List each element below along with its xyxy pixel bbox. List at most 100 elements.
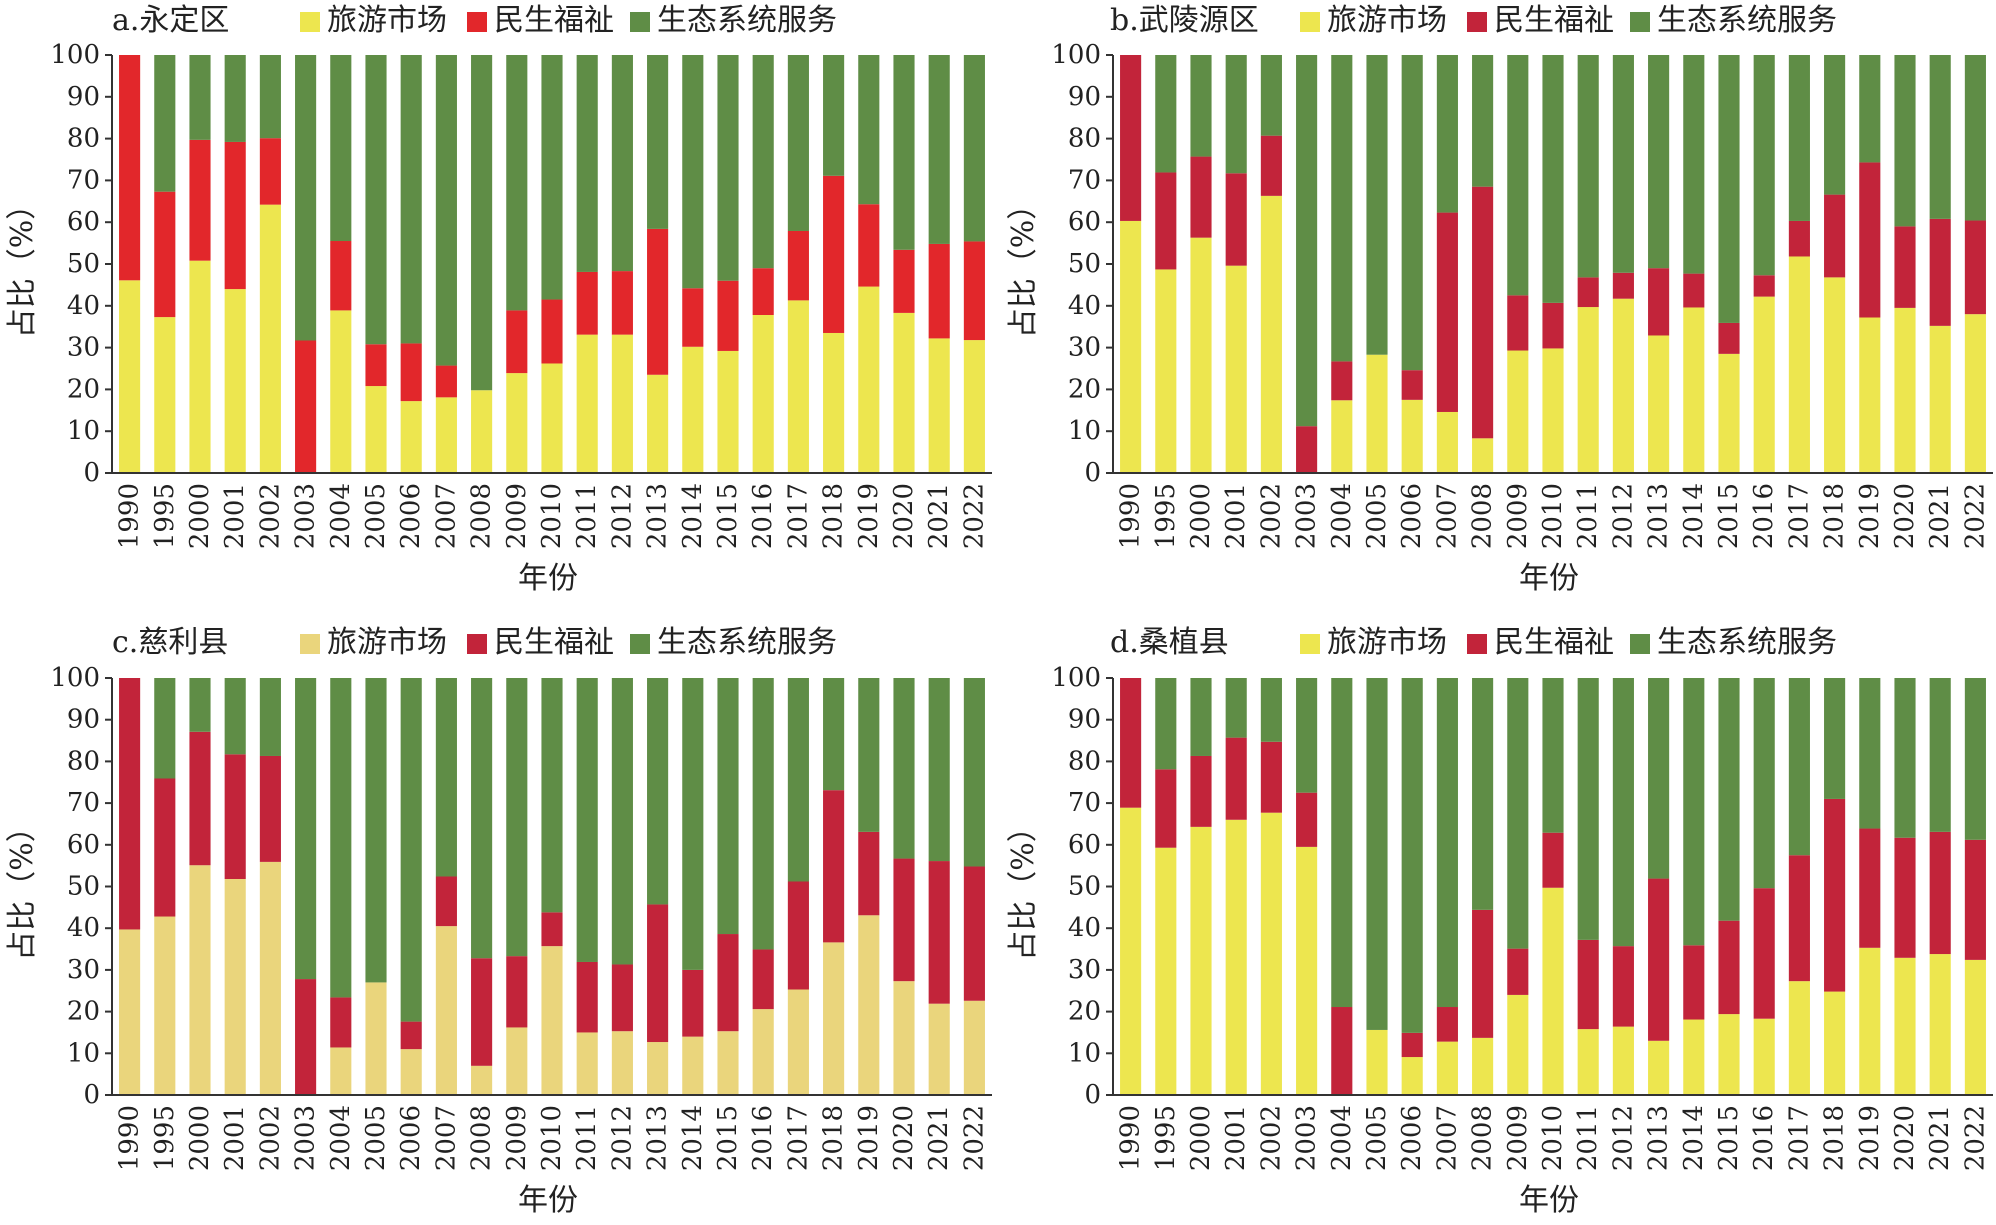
bar-segment [224,55,246,142]
x-tick-label: 2002 [1256,483,1286,549]
bar-segment [1190,678,1212,756]
bar-segment [1718,678,1740,921]
bar-segment [400,678,422,1022]
bar-segment [1472,1037,1494,1095]
bar-segment [365,982,387,1095]
bar-segment [1120,678,1142,808]
bar-segment [1296,55,1318,427]
x-tick-label: 2001 [1221,483,1251,549]
bar-segment [1788,220,1810,257]
bar-segment [1894,678,1916,838]
legend-label: 旅游市场 [1327,3,1447,38]
bar-segment [1296,426,1318,473]
bar-segment [1507,55,1529,296]
bar-segment [295,340,317,473]
legend-label: 生态系统服务 [1657,3,1837,38]
bar-segment [647,228,669,375]
bar-segment [1648,678,1670,879]
legend-swatch [1630,634,1650,654]
bar-segment [1401,1032,1423,1058]
bar-segment [1366,1029,1388,1095]
bar-segment [154,778,176,917]
x-tick-label: 2018 [819,1105,849,1171]
y-tick-label: 10 [1068,416,1101,446]
bar-segment [1331,678,1353,1008]
legend-label: 民生福祉 [1494,625,1614,660]
y-tick-label: 60 [1068,207,1101,237]
bar-segment [506,310,528,374]
bar-segment [963,241,985,341]
bar-segment [1260,55,1282,136]
bar-segment [787,55,809,231]
x-tick-label: 2012 [607,1105,637,1171]
bar-segment [1260,741,1282,813]
bar-segment [576,271,598,335]
bar-segment [1929,55,1951,219]
y-tick-label: 70 [67,788,100,818]
bar-segment [576,961,598,1033]
bar-segment [1260,195,1282,473]
y-tick-label: 100 [50,40,100,70]
legend-label: 旅游市场 [1327,625,1447,660]
y-tick-label: 50 [1068,249,1101,279]
bar-segment [928,861,950,1004]
legend-label: 生态系统服务 [657,625,837,660]
bar-segment [1612,55,1634,273]
bar-segment [1542,832,1564,888]
bar-segment [1155,55,1177,173]
x-tick-label: 2007 [1432,1105,1462,1171]
bar-segment [717,350,739,473]
bar-segment [154,678,176,779]
x-tick-label: 2022 [1960,483,1990,549]
x-tick-label: 2020 [1890,1105,1920,1171]
x-axis-title: 年份 [1519,561,1579,596]
bar-segment [1542,55,1564,303]
bar-segment [1894,837,1916,958]
bar-segment [858,204,880,287]
x-tick-label: 2014 [678,1105,708,1171]
x-tick-label: 2006 [1397,483,1427,549]
bar-segment [1648,335,1670,473]
x-tick-label: 2022 [959,483,989,549]
bar-segment [717,1031,739,1095]
bar-segment [1472,55,1494,187]
legend-label: 生态系统服务 [657,3,837,38]
bar-segment [400,401,422,473]
x-tick-label: 2004 [326,483,356,549]
bar-segment [647,55,669,229]
bar-segment [1296,678,1318,793]
bar-segment [1472,678,1494,910]
bar-segment [823,55,845,176]
bar-segment [224,289,246,473]
bar-segment [1507,350,1529,473]
x-tick-label: 2000 [185,483,215,549]
bar-segment [471,1065,493,1095]
bar-segment [1859,678,1881,829]
y-tick-label: 30 [67,955,100,985]
y-tick-label: 60 [1068,830,1101,860]
bar-segment [963,55,985,242]
bar-segment [1296,792,1318,847]
x-tick-label: 2022 [959,1105,989,1171]
x-tick-label: 2005 [1362,483,1392,549]
bar-segment [928,55,950,244]
bar-segment [189,865,211,1095]
legend-label: 旅游市场 [327,625,447,660]
x-tick-label: 2009 [502,1105,532,1171]
y-tick-label: 90 [67,705,100,735]
x-tick-label: 2014 [1679,483,1709,549]
bar-segment [330,55,352,242]
x-tick-label: 2005 [1362,1105,1392,1171]
legend-swatch [1300,12,1320,32]
bar-segment [893,312,915,473]
x-tick-label: 2019 [854,483,884,549]
bar-segment [1155,269,1177,473]
bar-segment [154,191,176,318]
bar-segment [541,55,563,300]
bar-segment [1929,325,1951,473]
bar-segment [506,956,528,1028]
bar-segment [1542,678,1564,833]
bar-segment [1894,957,1916,1095]
y-tick-label: 60 [67,207,100,237]
y-tick-label: 20 [67,374,100,404]
